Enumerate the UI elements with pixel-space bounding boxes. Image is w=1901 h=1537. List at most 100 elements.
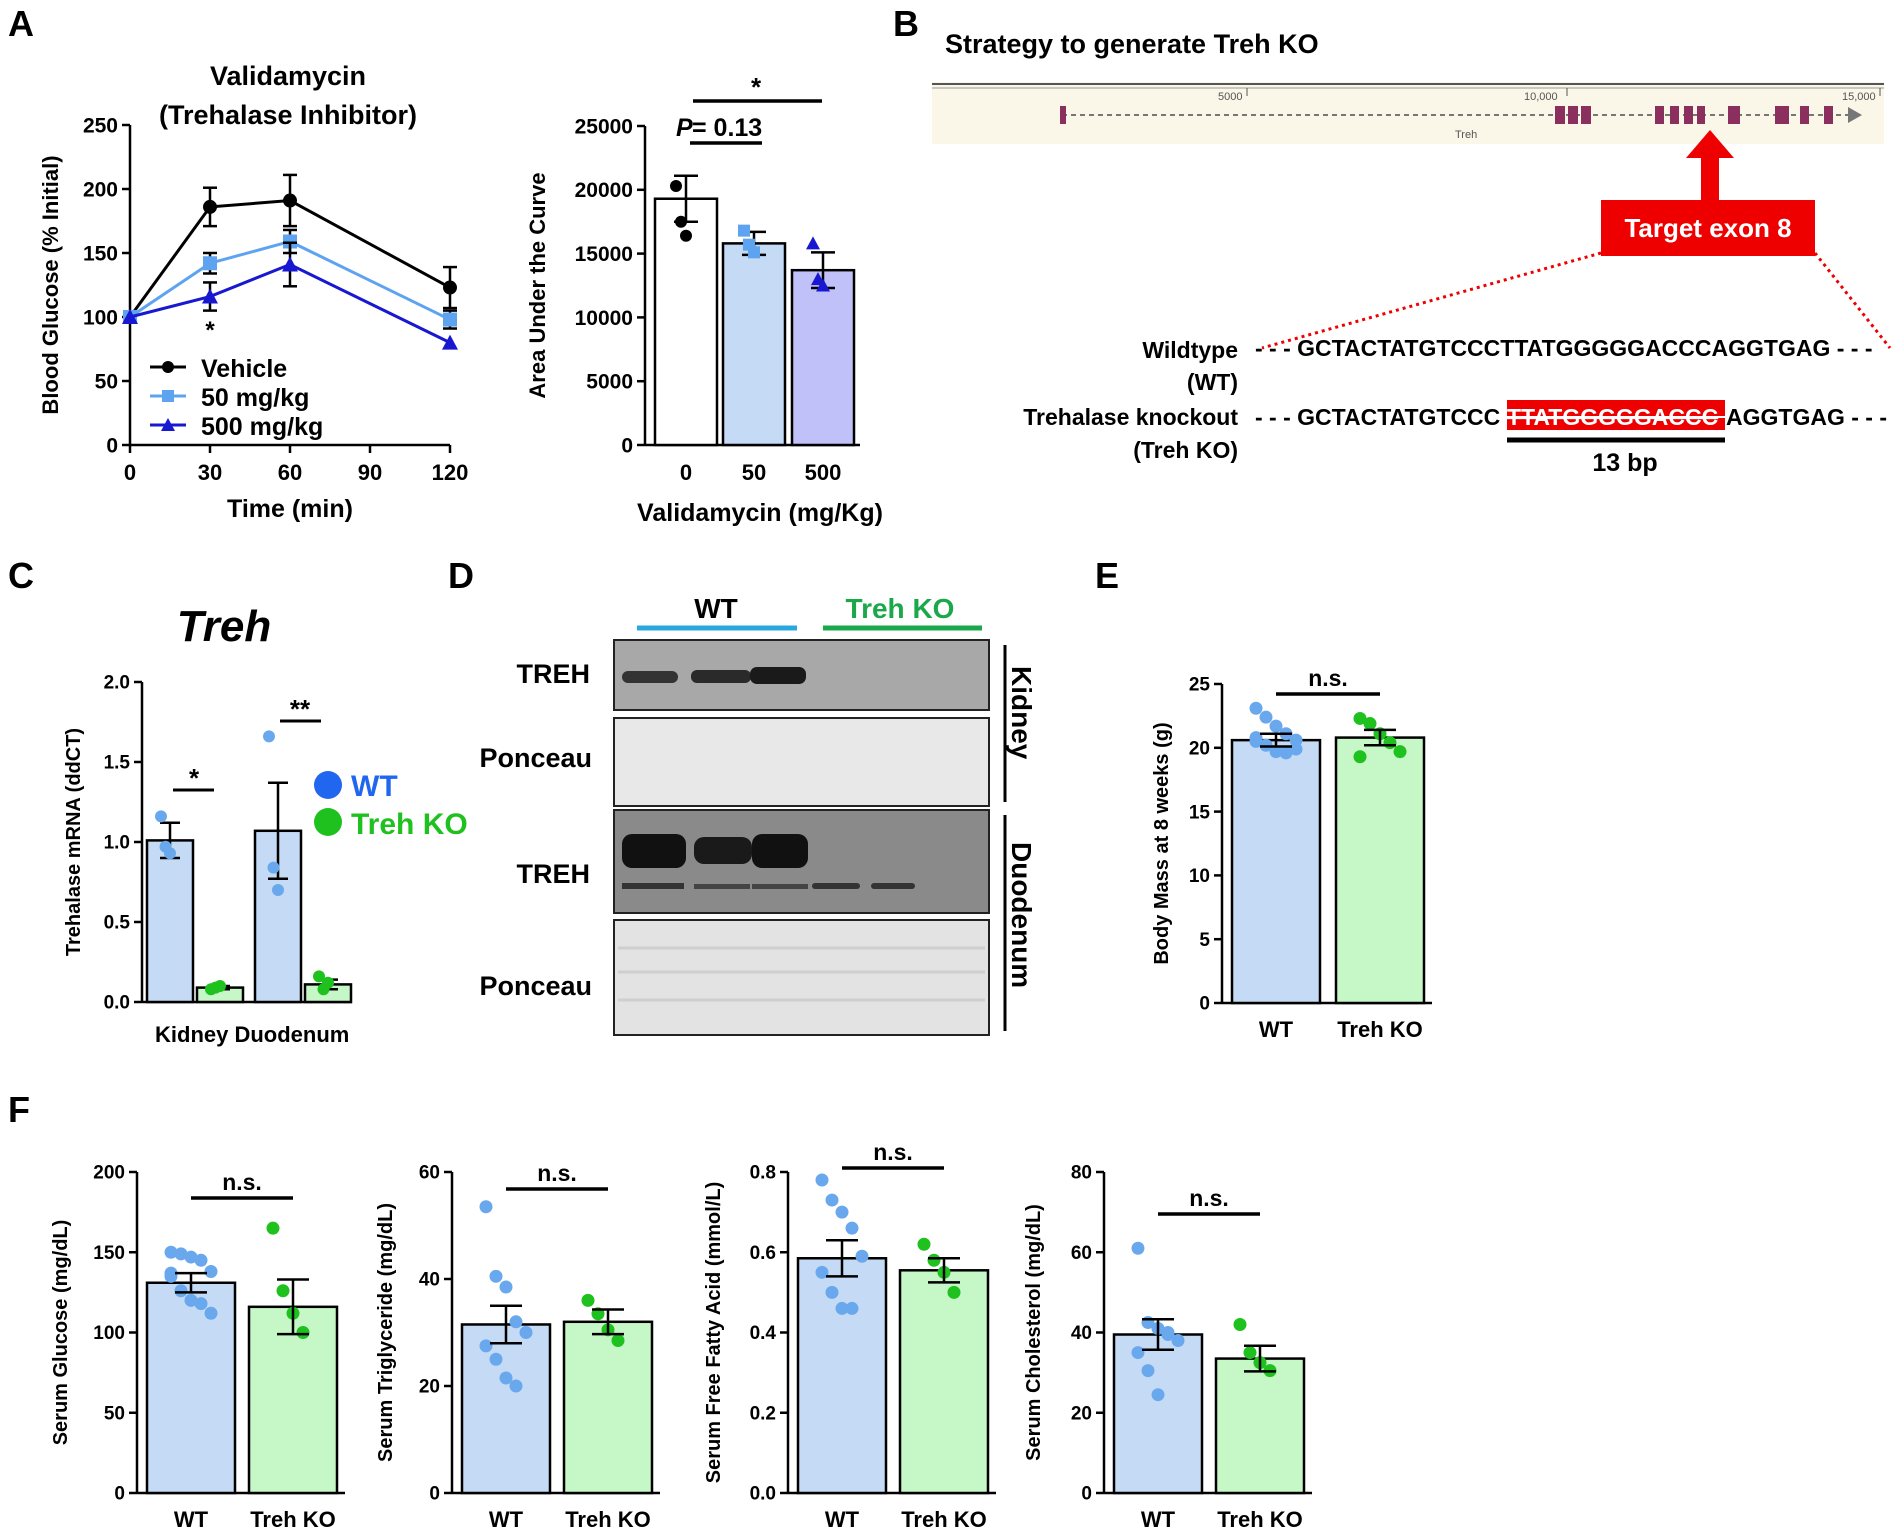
series-point	[203, 199, 217, 214]
data-point	[194, 1297, 208, 1311]
blot-row-treh-kidney: TREH	[517, 659, 591, 689]
data-point	[164, 1269, 178, 1283]
blot-group-ko: Treh KO	[846, 593, 955, 624]
data-point	[1161, 1326, 1175, 1339]
x-tick-label: Treh KO	[250, 1507, 336, 1532]
data-point	[155, 810, 167, 823]
data-point	[1269, 745, 1283, 759]
data-point	[489, 1269, 503, 1283]
y-tick-label: 0.5	[104, 913, 131, 934]
blot-kidney-ponceau	[613, 717, 990, 807]
x-tick-label: WT	[1259, 1017, 1294, 1042]
panel-d-western-blot: WT Treh KO TREH Ponceau TREH Ponceau	[479, 593, 1037, 1036]
x-tick-label: 50	[742, 460, 766, 485]
y-tick-label: 10000	[575, 307, 633, 330]
panel-b-strategy: Strategy to generate Treh KO 5000 10,000…	[932, 29, 1892, 477]
data-point	[1279, 746, 1293, 760]
data-point	[164, 1245, 178, 1259]
y-tick-label: 0	[1199, 994, 1210, 1015]
y-tick-label: 20	[419, 1377, 440, 1398]
data-point	[479, 1200, 493, 1214]
legend-vehicle: Vehicle	[201, 355, 287, 383]
panel-a-legend: Vehicle 50 mg/kg 500 mg/kg	[150, 355, 323, 441]
ko-label-line1: Trehalase knockout	[1023, 404, 1238, 430]
panel-label-d: D	[448, 555, 474, 596]
data-point	[835, 1301, 849, 1315]
blot-group-wt: WT	[694, 593, 738, 624]
data-point	[267, 861, 280, 874]
panel-e-bar-chart: 0 5 10 15 20 25 Body Mass at 8 weeks (g) WT Treh…	[1151, 665, 1432, 1042]
bar-50	[721, 242, 787, 447]
data-point	[214, 980, 226, 992]
chart-title: Treh	[177, 602, 272, 651]
data-point	[184, 1250, 198, 1264]
data-point	[1249, 731, 1263, 745]
data-point	[499, 1371, 513, 1385]
ruler-15000: 15,000	[1842, 91, 1876, 103]
sig-p-letter: P	[676, 114, 693, 142]
y-axis-label: Area Under the Curve	[525, 172, 550, 398]
blot-row-ponceau-duodenum: Ponceau	[479, 971, 592, 1001]
data-point	[1171, 1334, 1185, 1348]
data-point	[272, 884, 284, 896]
data-point	[1353, 750, 1367, 764]
x-tick-label: Treh KO	[1217, 1507, 1303, 1532]
x-tick-label: WT	[825, 1507, 860, 1532]
data-point	[194, 1253, 208, 1267]
legend-dot-wt	[314, 771, 342, 799]
ko-seq-prefix: - - - GCTACTATGTCCC	[1255, 404, 1500, 430]
zoom-line-right	[1813, 252, 1892, 349]
data-point	[1269, 719, 1283, 733]
target-exon-label: Target exon 8	[1624, 213, 1791, 243]
series-line-2	[129, 262, 451, 344]
data-point	[174, 1284, 188, 1298]
sig-label: n.s.	[873, 1139, 913, 1165]
y-tick-label: 50	[104, 1403, 125, 1424]
bar-Treh KO	[898, 1269, 990, 1495]
series-point	[443, 280, 457, 295]
data-point	[509, 1315, 523, 1329]
deletion-highlight	[1507, 400, 1725, 430]
ruler-10000: 10,000	[1524, 91, 1558, 103]
legend-50mg: 50 mg/kg	[201, 384, 309, 412]
panel-a-line-chart: Validamycin (Trehalase Inhibitor) 0 50 100 15…	[38, 61, 468, 523]
y-tick-label: 20	[1189, 738, 1210, 759]
wt-label-line2: (WT)	[1187, 369, 1238, 395]
data-point	[1363, 717, 1377, 731]
sig-p-value: = 0.13	[692, 114, 762, 142]
y-tick-label: 80	[1071, 1163, 1092, 1184]
y-tick-label: 0	[1081, 1484, 1092, 1505]
data-point	[581, 1293, 595, 1307]
data-point	[322, 976, 334, 989]
data-point	[917, 1237, 931, 1251]
y-tick-label: 60	[1071, 1243, 1092, 1264]
data-point	[184, 1293, 198, 1307]
y-tick-label: 0	[106, 434, 118, 457]
y-tick-label: 20	[1071, 1403, 1092, 1424]
series-point	[282, 256, 298, 272]
data-point	[1131, 1241, 1145, 1255]
panel-f-glucose-chart: 0 50 100 150 200 Serum Glucose (mg/dL) WT Treh …	[50, 1163, 345, 1532]
data-point	[816, 278, 830, 292]
bar-WT	[1230, 738, 1322, 1005]
chart-title-line2: (Trehalase Inhibitor)	[159, 100, 417, 130]
data-point	[738, 224, 750, 237]
data-point	[1383, 736, 1397, 750]
ruler-5000: 5000	[1218, 91, 1242, 103]
ko-label-line2: (Treh KO)	[1133, 437, 1238, 463]
series-point	[283, 234, 297, 249]
y-tick-label: 1.5	[104, 753, 131, 774]
bar-Treh KO	[247, 1305, 339, 1495]
series-point	[442, 334, 458, 350]
genome-track-background	[932, 82, 1884, 144]
legend-500mg: 500 mg/kg	[201, 413, 323, 441]
data-point	[266, 1221, 280, 1235]
y-tick-label: 1.0	[104, 833, 130, 854]
data-point	[748, 246, 760, 259]
x-tick-label: WT	[489, 1507, 524, 1532]
data-point	[855, 1249, 869, 1263]
x-tick-label: 30	[198, 460, 222, 485]
y-axis-label: Serum Free Fatty Acid (mmol/L)	[703, 1182, 725, 1484]
y-tick-label: 100	[83, 306, 118, 329]
y-axis-label: Serum Triglyceride (mg/dL)	[375, 1203, 397, 1462]
